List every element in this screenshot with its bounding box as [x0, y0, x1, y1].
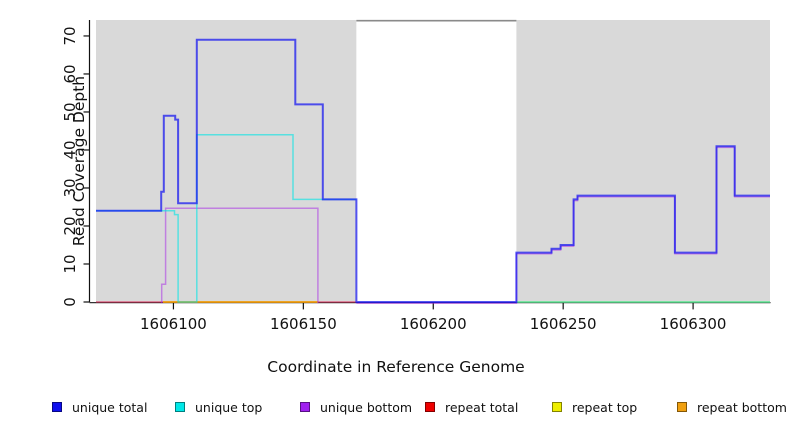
legend-item-unique-bottom: unique bottom [300, 399, 413, 415]
legend-swatch-icon [425, 402, 435, 412]
legend-swatch-icon [52, 402, 62, 412]
legend-label: unique bottom [320, 399, 413, 415]
x-tick-label: 1606100 [140, 315, 207, 333]
legend-swatch-icon [677, 402, 687, 412]
legend-item-repeat-total: repeat total [425, 399, 519, 415]
y-axis-title: Read Coverage Depth [70, 75, 88, 247]
legend-label: unique total [72, 399, 148, 415]
legend-label: unique top [195, 399, 263, 415]
x-tick-label: 1606250 [529, 315, 597, 333]
x-axis-title: Coordinate in Reference Genome [267, 358, 525, 376]
series-line-unique-total [96, 38, 770, 303]
legend-item-unique-top: unique top [175, 399, 263, 415]
legend-swatch-icon [552, 402, 562, 412]
legend-item-unique-total: unique total [52, 399, 148, 415]
legend-swatch-icon [175, 402, 185, 412]
series-line-unique-bottom [356, 146, 770, 304]
series-line-unique-bottom [160, 207, 319, 304]
legend-label: repeat top [572, 399, 638, 415]
x-tick-label: 1606150 [269, 315, 337, 333]
legend-item-repeat-top: repeat top [552, 399, 638, 415]
legend-label: repeat bottom [697, 399, 787, 415]
legend-label: repeat total [445, 399, 519, 415]
legend-swatch-icon [300, 402, 310, 412]
unique-region-shading-1 [516, 20, 770, 302]
series-line-unique-top [96, 134, 357, 303]
x-tick-label: 1606200 [399, 315, 467, 333]
unique-region-shading-0 [96, 20, 357, 302]
legend-item-repeat-bottom: repeat bottom [677, 399, 787, 415]
legend: unique total unique top unique bottom repea… [0, 398, 792, 422]
x-tick-label: 1606300 [659, 315, 727, 333]
